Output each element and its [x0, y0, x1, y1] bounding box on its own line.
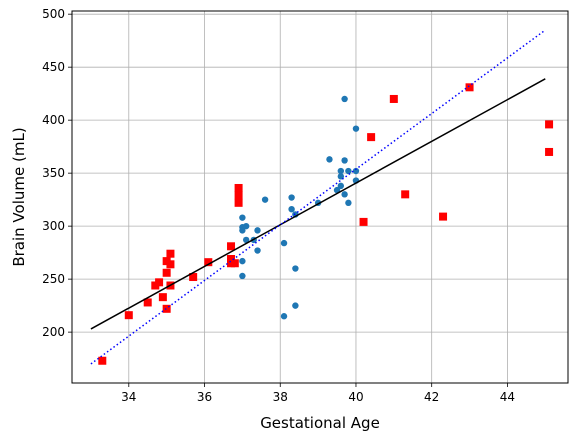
data-point-circle: [239, 227, 246, 234]
data-point-square: [367, 133, 376, 142]
data-point-circle: [288, 194, 295, 201]
data-point-square: [162, 268, 171, 277]
y-tick-label: 450: [42, 60, 65, 74]
y-tick-label: 500: [42, 7, 65, 21]
data-point-square: [401, 190, 410, 199]
data-point-circle: [242, 236, 250, 244]
data-point-circle: [345, 199, 352, 207]
data-point-square: [143, 298, 152, 307]
data-point-circle: [337, 173, 345, 180]
data-point-square: [204, 258, 213, 267]
y-tick-label: 200: [42, 325, 65, 339]
data-point-square: [166, 260, 175, 269]
data-point-square: [359, 217, 368, 226]
data-point-square: [465, 83, 474, 92]
data-point-circle: [337, 167, 345, 175]
data-point-square: [230, 259, 239, 268]
y-axis-label: Brain Volume (mL): [10, 127, 28, 266]
data-point-circle: [337, 182, 345, 190]
data-point-circle: [254, 227, 261, 234]
data-point-circle: [352, 125, 360, 132]
data-point-square: [155, 278, 164, 287]
data-point-circle: [239, 272, 246, 280]
data-point-square: [545, 120, 554, 129]
data-point-square: [158, 293, 167, 302]
x-tick-label: 44: [500, 390, 515, 404]
data-point-circle: [341, 191, 348, 198]
data-point-circle: [288, 205, 295, 213]
solid-fit-line: [90, 78, 546, 330]
data-point-square: [545, 147, 554, 156]
data-point-circle: [341, 157, 348, 164]
data-point-square: [234, 198, 243, 207]
data-point-square: [389, 94, 398, 103]
grid: [72, 11, 568, 383]
data-point-circle: [254, 247, 261, 254]
data-point-square: [439, 212, 448, 221]
data-point-square: [227, 242, 236, 251]
y-tick-label: 250: [42, 272, 65, 286]
data-point-circle: [292, 265, 299, 272]
data-point-circle: [280, 313, 288, 320]
x-axis-label: Gestational Age: [260, 414, 380, 432]
axis-ticks: 34 36 38 40 42 44 200 250 300 350 400 450 500: [42, 7, 515, 404]
x-tick-label: 36: [197, 390, 212, 404]
data-point-circle: [280, 239, 288, 247]
data-point-circle: [242, 222, 250, 230]
data-point-circle: [345, 167, 352, 175]
x-tick-label: 42: [424, 390, 439, 404]
x-tick-label: 34: [121, 390, 136, 404]
y-tick-label: 350: [42, 166, 65, 180]
data-point-circle: [341, 95, 348, 103]
data-point-circle: [239, 257, 246, 265]
data-point-circle: [352, 167, 360, 175]
data-point-circle: [333, 186, 341, 194]
data-point-square: [189, 273, 198, 282]
data-point-square: [166, 249, 175, 258]
data-point-circle: [239, 214, 246, 221]
plot-area-background: [72, 11, 568, 383]
x-tick-label: 40: [348, 390, 363, 404]
y-tick-label: 300: [42, 219, 65, 233]
data-point-square: [162, 304, 171, 313]
data-series: [98, 83, 554, 365]
data-point-square: [124, 311, 133, 320]
fit-lines: [90, 29, 546, 365]
data-point-circle: [292, 302, 299, 309]
data-point-circle: [326, 156, 333, 163]
x-tick-label: 38: [273, 390, 288, 404]
data-point-square: [234, 191, 243, 200]
data-point-square: [98, 356, 107, 365]
y-tick-label: 400: [42, 113, 65, 127]
data-point-square: [234, 183, 243, 192]
data-point-circle: [261, 196, 269, 203]
data-point-square: [227, 255, 236, 263]
plot-frame: [71, 10, 569, 384]
